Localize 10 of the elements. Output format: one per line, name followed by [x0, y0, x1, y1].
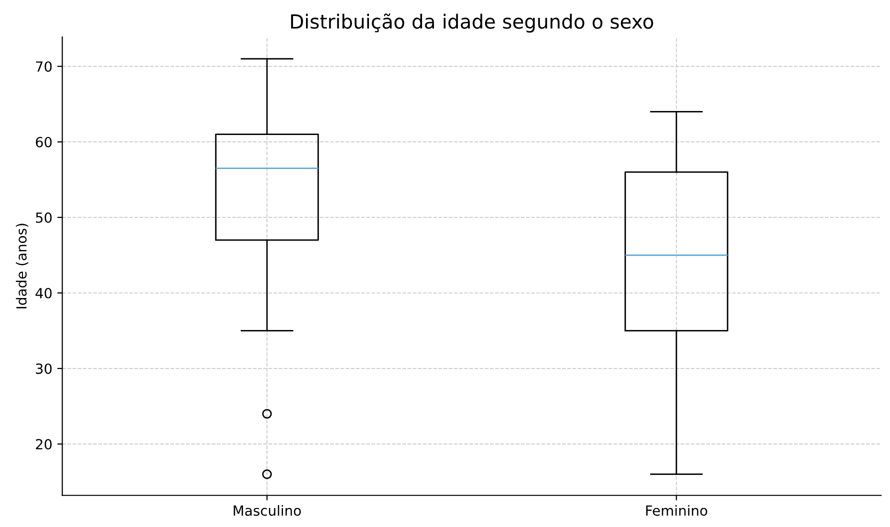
chart-title: Distribuição da idade segundo o sexo — [291, 13, 654, 33]
y-tick-label: 20 — [36, 438, 52, 450]
y-tick-label: 50 — [36, 212, 52, 223]
y-tick-label: 60 — [36, 136, 52, 148]
y-axis-title: Idade (anos) — [16, 224, 28, 308]
y-tick-label: 30 — [36, 363, 52, 374]
x-tick-label: Masculino — [234, 505, 301, 516]
y-tick-label: 70 — [36, 61, 52, 72]
y-tick-label: 40 — [36, 288, 52, 298]
x-tick-label: Feminino — [646, 505, 708, 516]
